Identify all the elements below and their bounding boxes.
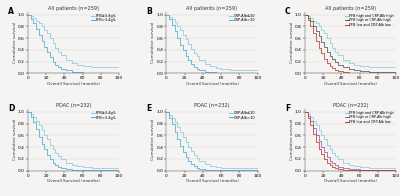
Title: All patients (n=259): All patients (n=259): [186, 6, 238, 11]
Title: All patients (n=259): All patients (n=259): [48, 6, 99, 11]
X-axis label: Overall Survival (months): Overall Survival (months): [47, 82, 100, 86]
Title: PDAC (n=232): PDAC (n=232): [194, 103, 230, 108]
Y-axis label: Cumulative survival: Cumulative survival: [13, 119, 17, 160]
X-axis label: Overall Survival (months): Overall Survival (months): [47, 179, 100, 183]
Y-axis label: Cumulative survival: Cumulative survival: [290, 119, 294, 160]
Y-axis label: Cumulative survival: Cumulative survival: [290, 22, 294, 63]
Text: D: D: [8, 104, 14, 113]
Text: A: A: [8, 7, 14, 16]
Title: PDAC (n=232): PDAC (n=232): [56, 103, 91, 108]
Legend: PFB high and CRP-Alb high, PFB high or CRP-Alb high, PFB low and CRP-Alb low: PFB high and CRP-Alb high, PFB high or C…: [345, 111, 394, 124]
Legend: CRP-Alb≤10, CRP-Alb>10: CRP-Alb≤10, CRP-Alb>10: [229, 14, 256, 23]
Y-axis label: Cumulative survival: Cumulative survival: [151, 119, 155, 160]
Text: E: E: [146, 104, 152, 113]
X-axis label: Overall Survival (months): Overall Survival (months): [186, 82, 238, 86]
Y-axis label: Cumulative survival: Cumulative survival: [13, 22, 17, 63]
Legend: PFB high and CRP-Alb high, PFB high or CRP-Alb high, PFB low and CRP-Alb low: PFB high and CRP-Alb high, PFB high or C…: [345, 14, 394, 27]
Text: F: F: [285, 104, 290, 113]
Legend: PFB≥3.4g/L, PFB<3.4g/L: PFB≥3.4g/L, PFB<3.4g/L: [91, 111, 117, 120]
Title: PDAC (n=232): PDAC (n=232): [333, 103, 368, 108]
X-axis label: Overall Survival (months): Overall Survival (months): [186, 179, 238, 183]
Title: All patients (n=259): All patients (n=259): [325, 6, 376, 11]
Y-axis label: Cumulative survival: Cumulative survival: [151, 22, 155, 63]
X-axis label: Overall Survival (months): Overall Survival (months): [324, 82, 377, 86]
Text: C: C: [285, 7, 290, 16]
X-axis label: Overall Survival (months): Overall Survival (months): [324, 179, 377, 183]
Legend: CRP-Alb≤10, CRP-Alb>10: CRP-Alb≤10, CRP-Alb>10: [229, 111, 256, 120]
Legend: PFB≥3.4g/L, PFB<3.4g/L: PFB≥3.4g/L, PFB<3.4g/L: [91, 14, 117, 23]
Text: B: B: [146, 7, 152, 16]
